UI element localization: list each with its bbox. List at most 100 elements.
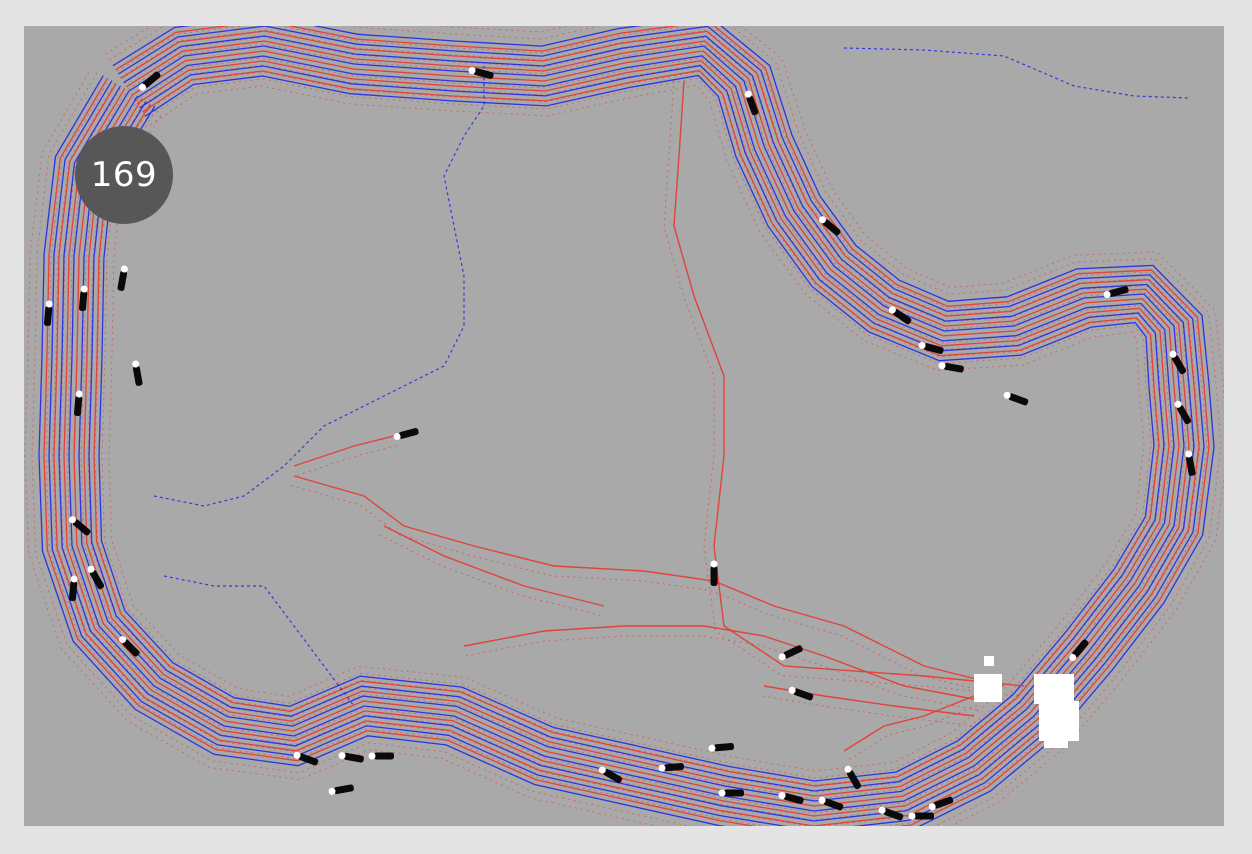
agent-icon [117, 265, 128, 291]
trail-line [38, 26, 1215, 826]
agent-icon [888, 306, 912, 325]
agent-body [117, 270, 128, 291]
agent-head [368, 752, 376, 760]
agent-icon [338, 752, 364, 763]
agent-head [908, 812, 916, 820]
agent-head [708, 744, 716, 752]
trail-line [843, 695, 975, 752]
agent-head [1069, 654, 1077, 662]
field-dots [73, 50, 1180, 807]
trail-line [48, 26, 1205, 826]
agent-head [718, 789, 726, 797]
obstacle-cell [1034, 674, 1074, 704]
trail-line [98, 74, 1155, 782]
agent-head [70, 575, 78, 583]
agent-head [1174, 400, 1182, 408]
agent-icon [43, 300, 53, 327]
agent-body [73, 395, 83, 417]
agent-head [68, 516, 76, 524]
obstacle-cell [984, 656, 994, 666]
trail-line [68, 45, 1185, 812]
field-dots [45, 26, 1208, 826]
trail-line [843, 47, 1190, 99]
agent-body [892, 309, 912, 325]
agent-icon [132, 360, 143, 386]
agent-body [710, 566, 718, 586]
agent-icon [393, 428, 419, 441]
agent-head [120, 265, 128, 273]
field-dots [38, 26, 1215, 826]
agent-head [75, 390, 83, 398]
agent-body [122, 639, 140, 657]
agent-body [943, 362, 964, 373]
agent-head [328, 787, 336, 795]
obstacle-cell [1039, 701, 1079, 741]
agent-icon [908, 812, 934, 820]
agent-body [343, 752, 364, 763]
agent-icon [1003, 391, 1029, 406]
agent-head [293, 751, 301, 759]
agent-icon [68, 575, 78, 602]
trail-line [293, 435, 395, 467]
trail-field [24, 26, 1224, 826]
agent-icon [918, 341, 944, 354]
agent-icon [119, 636, 140, 657]
agent-body [663, 762, 685, 772]
agent-head [1185, 450, 1193, 458]
agent-layer [43, 66, 1196, 821]
field-dots [762, 695, 973, 727]
agent-head [938, 362, 946, 370]
agent-head [598, 766, 606, 774]
agent-body [823, 798, 844, 811]
agent-head [778, 653, 786, 661]
agent-icon [1103, 286, 1129, 299]
agent-body [713, 742, 735, 752]
agent-body [933, 796, 954, 809]
agent-icon [744, 90, 759, 116]
agent-body [132, 365, 143, 386]
agent-icon [710, 560, 718, 586]
agent-head [393, 433, 401, 441]
agent-body [923, 343, 944, 354]
agent-head [1169, 350, 1177, 358]
agent-icon [938, 362, 964, 373]
agent-head [1103, 291, 1111, 299]
agent-head [818, 796, 826, 804]
agent-body [822, 219, 841, 236]
agent-icon [778, 645, 803, 661]
agent-icon [818, 796, 844, 811]
agent-body [746, 95, 759, 116]
trail-line [293, 475, 1005, 687]
trail-line [73, 50, 1180, 807]
trail-line [58, 35, 1195, 822]
field-dots [59, 36, 1194, 821]
agent-icon [138, 71, 161, 91]
agent-body [142, 71, 161, 88]
field-dots [297, 445, 397, 476]
trail-line [88, 64, 1165, 792]
agent-body [43, 305, 53, 327]
agent-icon [87, 565, 105, 590]
agent-icon [658, 762, 685, 772]
agent-head [878, 806, 886, 814]
agent-head [338, 752, 346, 760]
agent-icon [778, 791, 804, 804]
agent-head [888, 306, 896, 314]
agent-head [87, 565, 95, 573]
agent-body [883, 808, 904, 821]
field-dots [465, 635, 983, 712]
field-dots [663, 80, 1024, 697]
agent-body [78, 290, 88, 312]
agent-icon [928, 796, 954, 811]
simulation-arena: 169 [24, 26, 1224, 826]
step-counter-badge: 169 [75, 126, 173, 224]
trail-line [43, 26, 1210, 826]
field-dots [379, 534, 602, 617]
agent-icon [788, 686, 814, 701]
field-dots [94, 70, 1159, 786]
trail-line [63, 40, 1190, 817]
agent-body [374, 752, 394, 760]
field-dots [108, 84, 1145, 772]
agent-body [603, 768, 623, 784]
agent-head [119, 636, 127, 644]
